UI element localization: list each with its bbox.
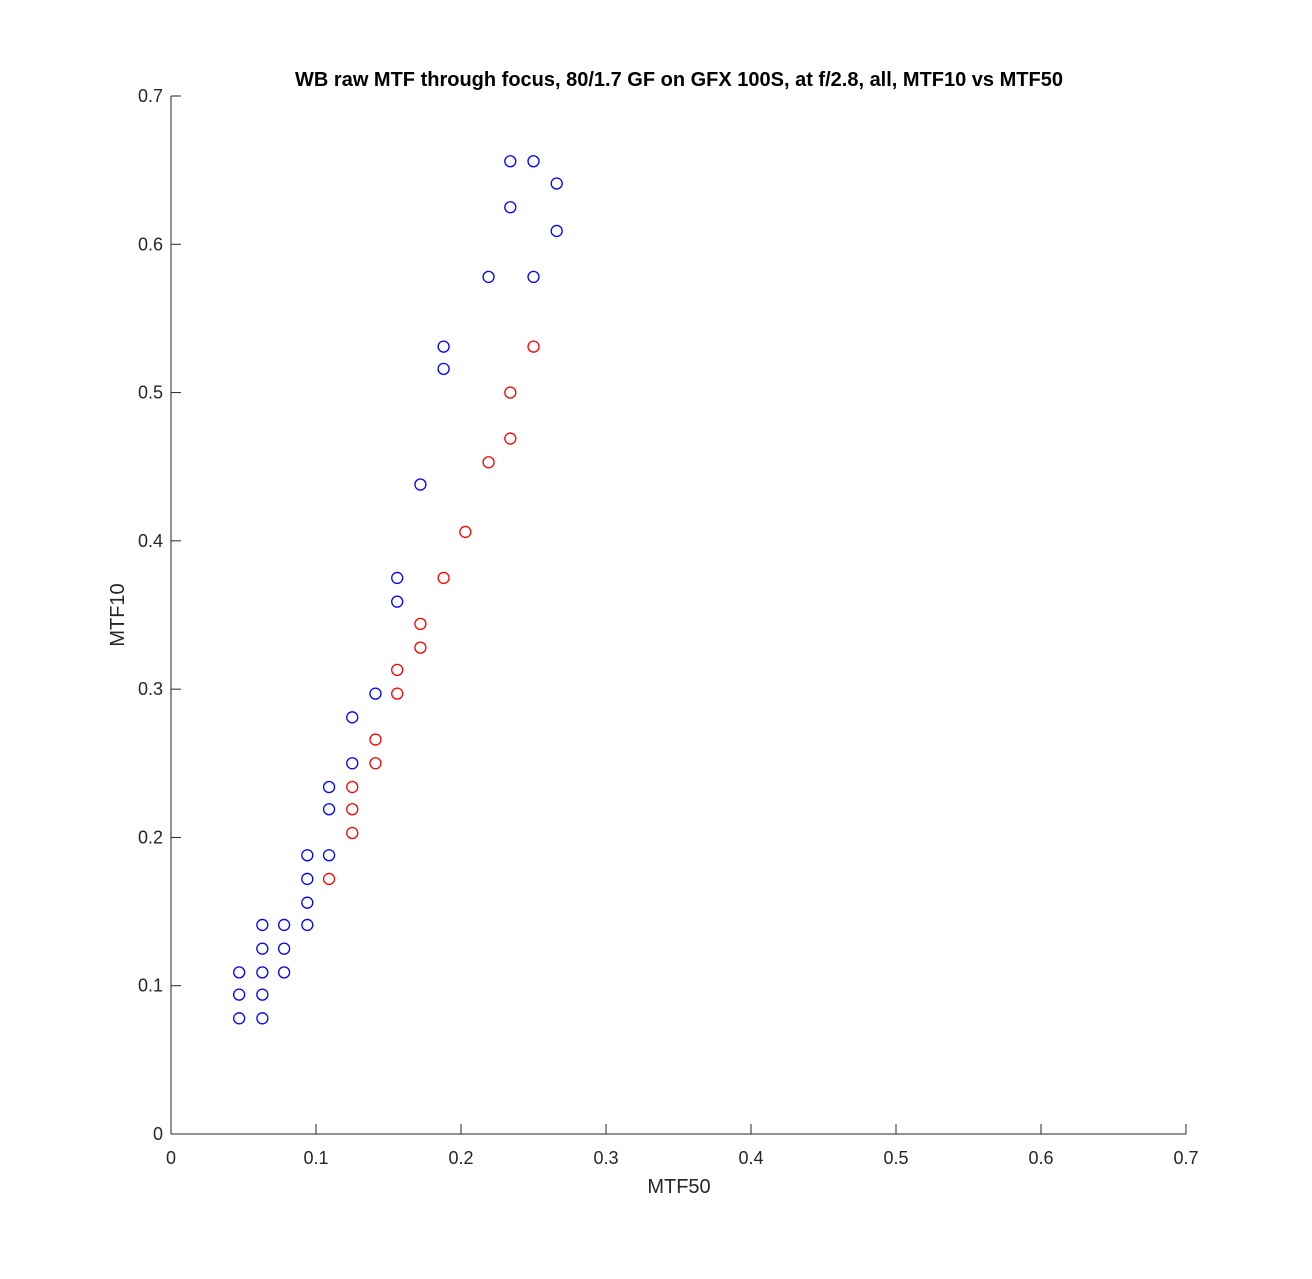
data-point	[301, 918, 314, 932]
data-point	[277, 942, 291, 955]
data-point	[322, 872, 336, 886]
data-point	[504, 386, 517, 399]
x-axis-ticks: 0 0.1 0.2 0.3 0.4 0.5 0.6 0.7	[166, 1124, 1199, 1168]
data-point	[391, 571, 404, 585]
y-tick-label: 0.5	[138, 383, 163, 403]
data-point	[414, 617, 427, 631]
data-point	[414, 641, 427, 654]
data-point	[346, 780, 359, 794]
y-axis-label: MTF10	[107, 583, 129, 646]
data-point	[482, 270, 495, 284]
y-tick-label: 0.3	[138, 679, 163, 699]
data-point	[369, 757, 382, 770]
data-point	[527, 340, 540, 353]
data-point	[277, 966, 291, 979]
data-point	[369, 733, 382, 746]
data-point	[504, 155, 517, 168]
data-point	[256, 942, 269, 955]
data-point	[550, 177, 563, 190]
data-point	[256, 988, 269, 1001]
data-point	[301, 849, 314, 862]
data-point	[256, 918, 269, 932]
data-point	[346, 826, 359, 840]
data-point	[301, 896, 314, 909]
data-point	[504, 432, 517, 445]
x-tick-label: 0.7	[1173, 1148, 1198, 1168]
data-point	[322, 849, 336, 862]
chart-title: WB raw MTF through focus, 80/1.7 GF on G…	[295, 69, 1063, 91]
x-tick-label: 0.2	[448, 1148, 473, 1168]
x-axis-label: MTF50	[647, 1176, 710, 1198]
y-tick-label: 0.7	[138, 86, 163, 106]
data-point	[437, 362, 450, 375]
data-point	[527, 155, 540, 168]
data-point	[437, 340, 450, 353]
y-tick-label: 0.4	[138, 531, 163, 551]
data-point	[482, 456, 495, 469]
data-point	[346, 803, 359, 816]
y-axis-ticks: 0 0.1 0.2 0.3 0.4 0.5 0.6 0.7	[138, 86, 181, 1144]
axes	[170, 96, 1186, 1135]
data-point	[391, 595, 404, 608]
data-point	[504, 201, 517, 214]
y-tick-label: 0.6	[138, 234, 163, 254]
data-point	[527, 270, 540, 284]
data-point	[437, 571, 450, 585]
data-point	[346, 711, 359, 724]
data-point	[369, 687, 382, 700]
data-markers	[232, 155, 563, 1025]
data-point	[346, 757, 359, 770]
data-point	[322, 780, 336, 794]
x-tick-label: 0.6	[1028, 1148, 1053, 1168]
data-point	[322, 803, 336, 816]
data-point	[391, 687, 404, 700]
data-point	[391, 663, 404, 677]
data-point	[277, 918, 291, 932]
x-tick-label: 0.4	[738, 1148, 763, 1168]
y-tick-label: 0.1	[138, 976, 163, 996]
data-point	[459, 525, 472, 539]
y-tick-label: 0.2	[138, 827, 163, 847]
data-point	[301, 872, 314, 886]
y-tick-label: 0	[153, 1124, 163, 1144]
data-point	[414, 478, 427, 491]
x-tick-label: 0.1	[303, 1148, 328, 1168]
data-point	[232, 1012, 246, 1025]
x-tick-label: 0	[166, 1148, 176, 1168]
data-point	[232, 966, 246, 979]
data-point	[256, 1012, 269, 1025]
x-tick-label: 0.3	[593, 1148, 618, 1168]
data-point	[232, 988, 246, 1001]
x-tick-label: 0.5	[883, 1148, 908, 1168]
data-point	[550, 224, 563, 238]
data-point	[256, 966, 269, 979]
